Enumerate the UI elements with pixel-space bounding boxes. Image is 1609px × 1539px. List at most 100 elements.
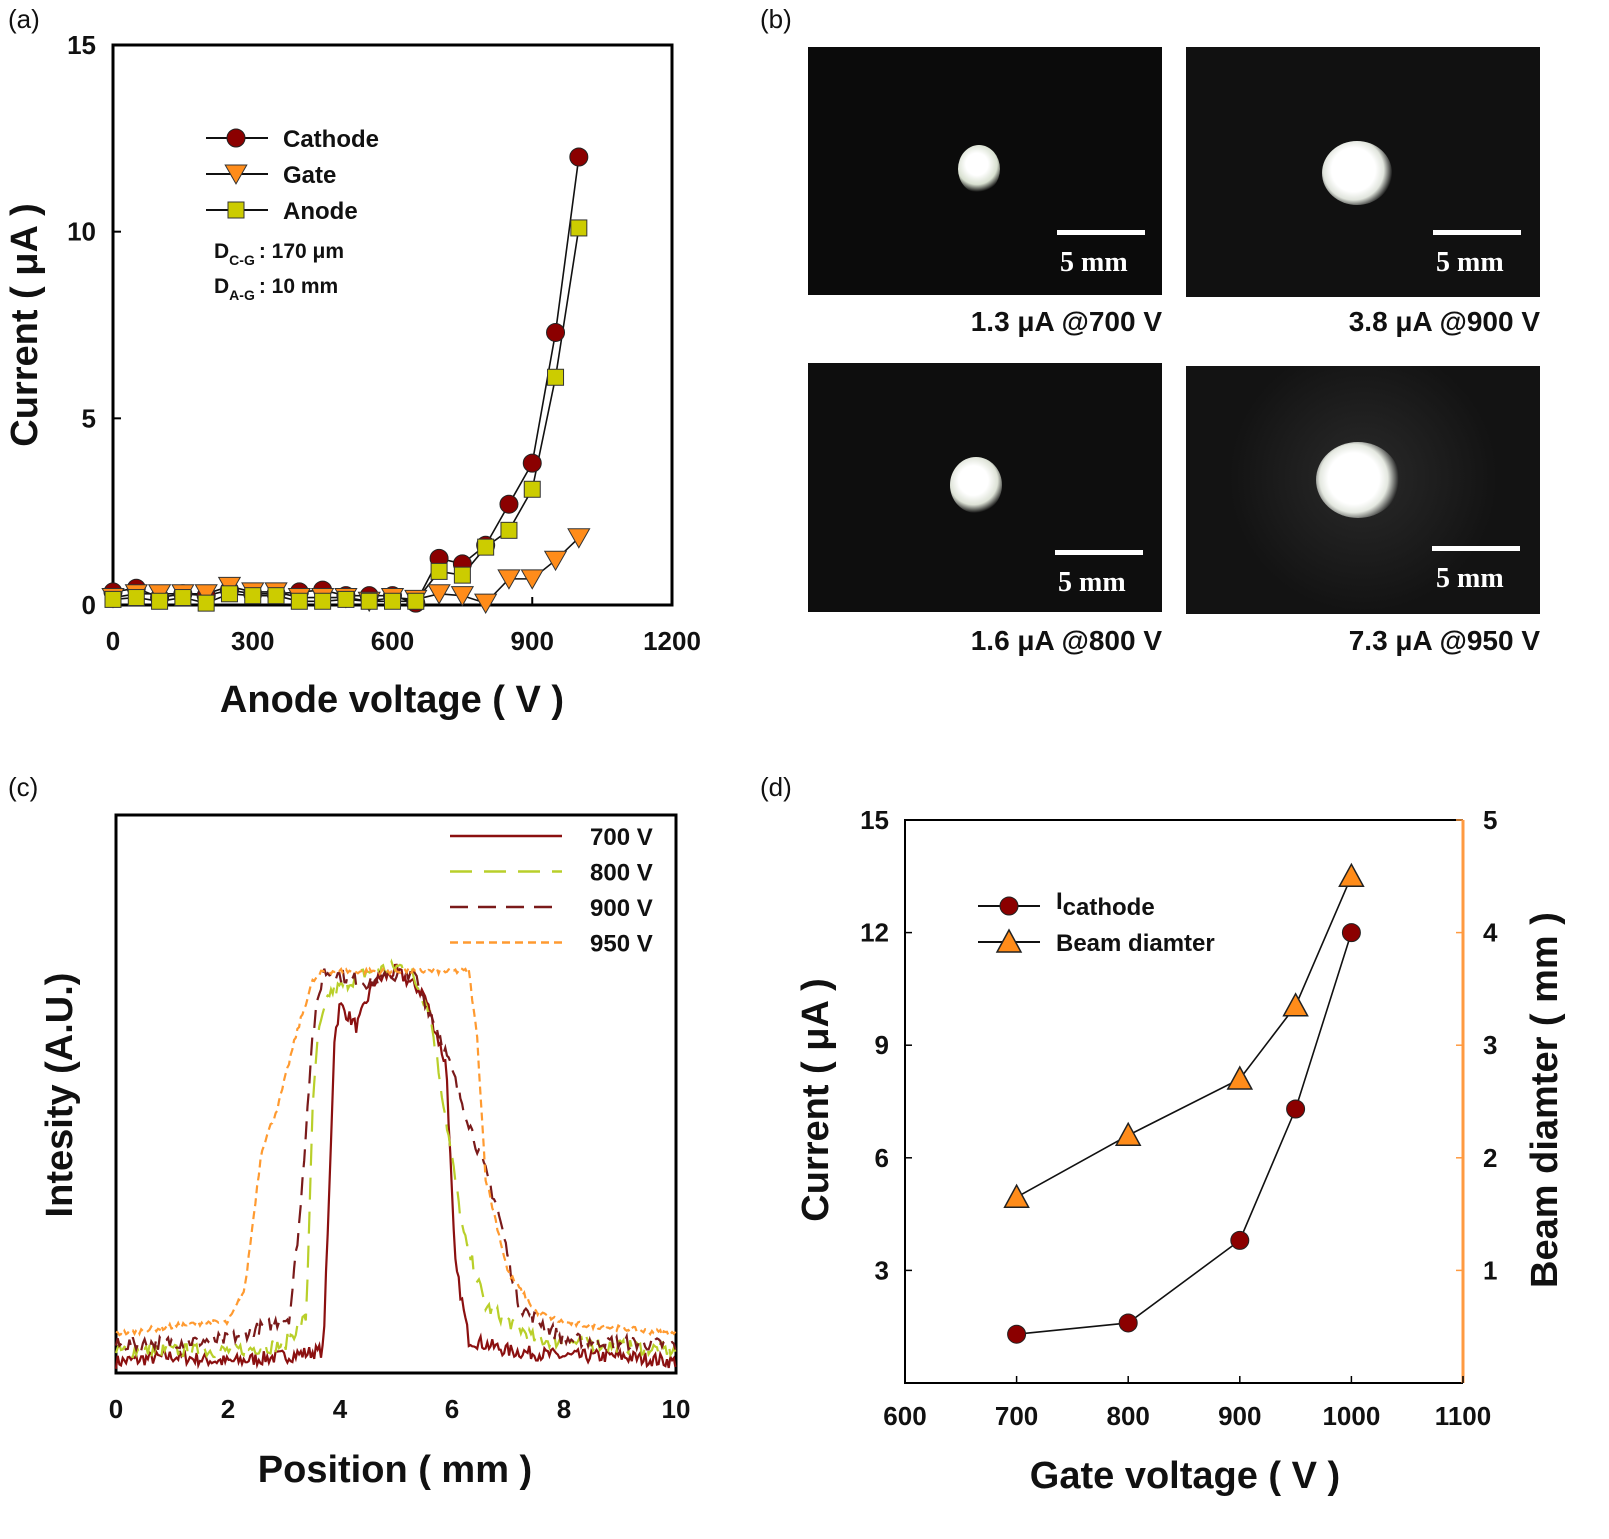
y-tick-label: 12 — [860, 918, 889, 948]
x-axis-title: Anode voltage ( V ) — [220, 679, 564, 721]
data-point-triangle — [520, 569, 544, 590]
data-point-circle — [1230, 1230, 1250, 1250]
y-tick-label: 5 — [82, 403, 96, 433]
data-point-triangle — [543, 550, 568, 572]
legend-label: Icathode — [1056, 888, 1155, 921]
x-tick-label: 900 — [511, 626, 554, 656]
plot-frame-d — [904, 819, 1463, 1384]
data-point-square — [197, 594, 215, 612]
data-point-square — [407, 592, 425, 610]
y-right-tick-label: 5 — [1483, 805, 1497, 835]
data-point-triangle — [1338, 862, 1365, 888]
image-caption: 1.6 μA @800 V — [970, 625, 1162, 656]
plot-frame-a — [111, 43, 674, 607]
data-point-square — [220, 585, 238, 603]
data-point-circle — [569, 147, 589, 167]
data-point-triangle — [995, 928, 1023, 953]
data-point-square — [127, 589, 145, 607]
data-point-square — [337, 590, 355, 608]
series-line-950v — [115, 965, 677, 1339]
beam-image-900v: 5 mm — [1186, 47, 1540, 297]
image-caption: 1.3 μA @700 V — [970, 306, 1162, 337]
data-point-square — [244, 587, 262, 605]
legend-label: Anode — [283, 198, 358, 225]
scale-label: 5 mm — [1058, 567, 1126, 598]
x-tick-label: 1000 — [1322, 1401, 1380, 1431]
data-point-circle — [226, 128, 246, 148]
data-point-square — [570, 219, 588, 237]
beam-image-800v: 5 mm — [808, 363, 1162, 612]
data-point-circle — [999, 896, 1019, 916]
legend-label: 800 V — [590, 860, 653, 887]
y-tick-label: 9 — [875, 1030, 889, 1060]
legend-label: Cathode — [283, 126, 379, 153]
x-tick-label: 0 — [109, 1394, 123, 1424]
image-caption: 7.3 μA @950 V — [1348, 625, 1540, 656]
data-point-circle — [1118, 1313, 1138, 1333]
series-line-700v — [114, 963, 677, 1370]
data-point-square — [453, 566, 471, 584]
data-point-square — [314, 592, 332, 610]
y-right-tick-label: 4 — [1483, 918, 1498, 948]
annotation: DA-G: 10 mm — [214, 275, 338, 303]
x-tick-label: 8 — [557, 1394, 571, 1424]
data-point-square — [290, 592, 308, 610]
x-tick-label: 700 — [995, 1401, 1038, 1431]
legend-label: 950 V — [590, 931, 653, 958]
y-right-tick-label: 2 — [1483, 1143, 1497, 1173]
data-point-triangle — [1282, 992, 1309, 1017]
beam-spot — [958, 145, 1000, 193]
legend-label: 900 V — [590, 895, 653, 922]
data-point-triangle — [497, 569, 521, 590]
scale-label: 5 mm — [1436, 247, 1504, 278]
x-tick-label: 800 — [1107, 1401, 1150, 1431]
data-point-circle — [1007, 1324, 1027, 1344]
x-tick-label: 1200 — [643, 626, 701, 656]
scale-label: 5 mm — [1060, 247, 1128, 278]
series-line — [1016, 875, 1353, 1198]
data-point-square — [174, 589, 192, 607]
y-axis-title: Intesity (A.U.) — [39, 973, 81, 1218]
y-tick-label: 15 — [860, 805, 889, 835]
beam-image-950v: 5 mm — [1186, 366, 1540, 614]
data-point-square — [477, 538, 495, 556]
data-point-square — [267, 587, 285, 605]
panel-label-a: (a) — [8, 4, 40, 34]
data-point-square — [523, 480, 541, 498]
x-tick-label: 900 — [1218, 1401, 1261, 1431]
y-tick-label: 3 — [875, 1255, 889, 1285]
y-tick-label: 15 — [67, 30, 96, 60]
scale-bar — [1432, 546, 1520, 551]
x-tick-label: 2 — [221, 1394, 235, 1424]
data-point-triangle — [1226, 1065, 1254, 1090]
y-axis-title: Current ( μA ) — [4, 203, 46, 447]
data-point-triangle — [1003, 1183, 1030, 1208]
legend-label: 700 V — [590, 824, 653, 851]
data-point-circle — [1341, 923, 1361, 943]
y-tick-label: 10 — [67, 217, 96, 247]
x-tick-label: 10 — [662, 1394, 691, 1424]
legend-label: Gate — [283, 162, 336, 189]
data-point-square — [104, 590, 122, 608]
x-tick-label: 600 — [371, 626, 414, 656]
annotation: DC-G: 170 μm — [214, 240, 344, 268]
beam-spot — [1316, 442, 1400, 518]
legend-label: Beam diamter — [1056, 930, 1215, 957]
beam-image-700v: 5 mm — [808, 47, 1162, 295]
beam-spot — [950, 457, 1002, 513]
series-line-anode — [112, 227, 580, 604]
data-point-square — [547, 368, 565, 386]
data-point-circle — [499, 494, 519, 514]
data-point-triangle — [1114, 1121, 1142, 1147]
panel-label-b: (b) — [760, 4, 792, 34]
data-point-circle — [1286, 1099, 1306, 1119]
data-point-square — [500, 521, 518, 539]
x-tick-label: 6 — [445, 1394, 459, 1424]
data-point-square — [360, 592, 378, 610]
y-tick-label: 6 — [875, 1143, 889, 1173]
x-tick-label: 4 — [333, 1394, 348, 1424]
data-point-triangle — [474, 593, 498, 615]
beam-spot — [1322, 141, 1392, 205]
